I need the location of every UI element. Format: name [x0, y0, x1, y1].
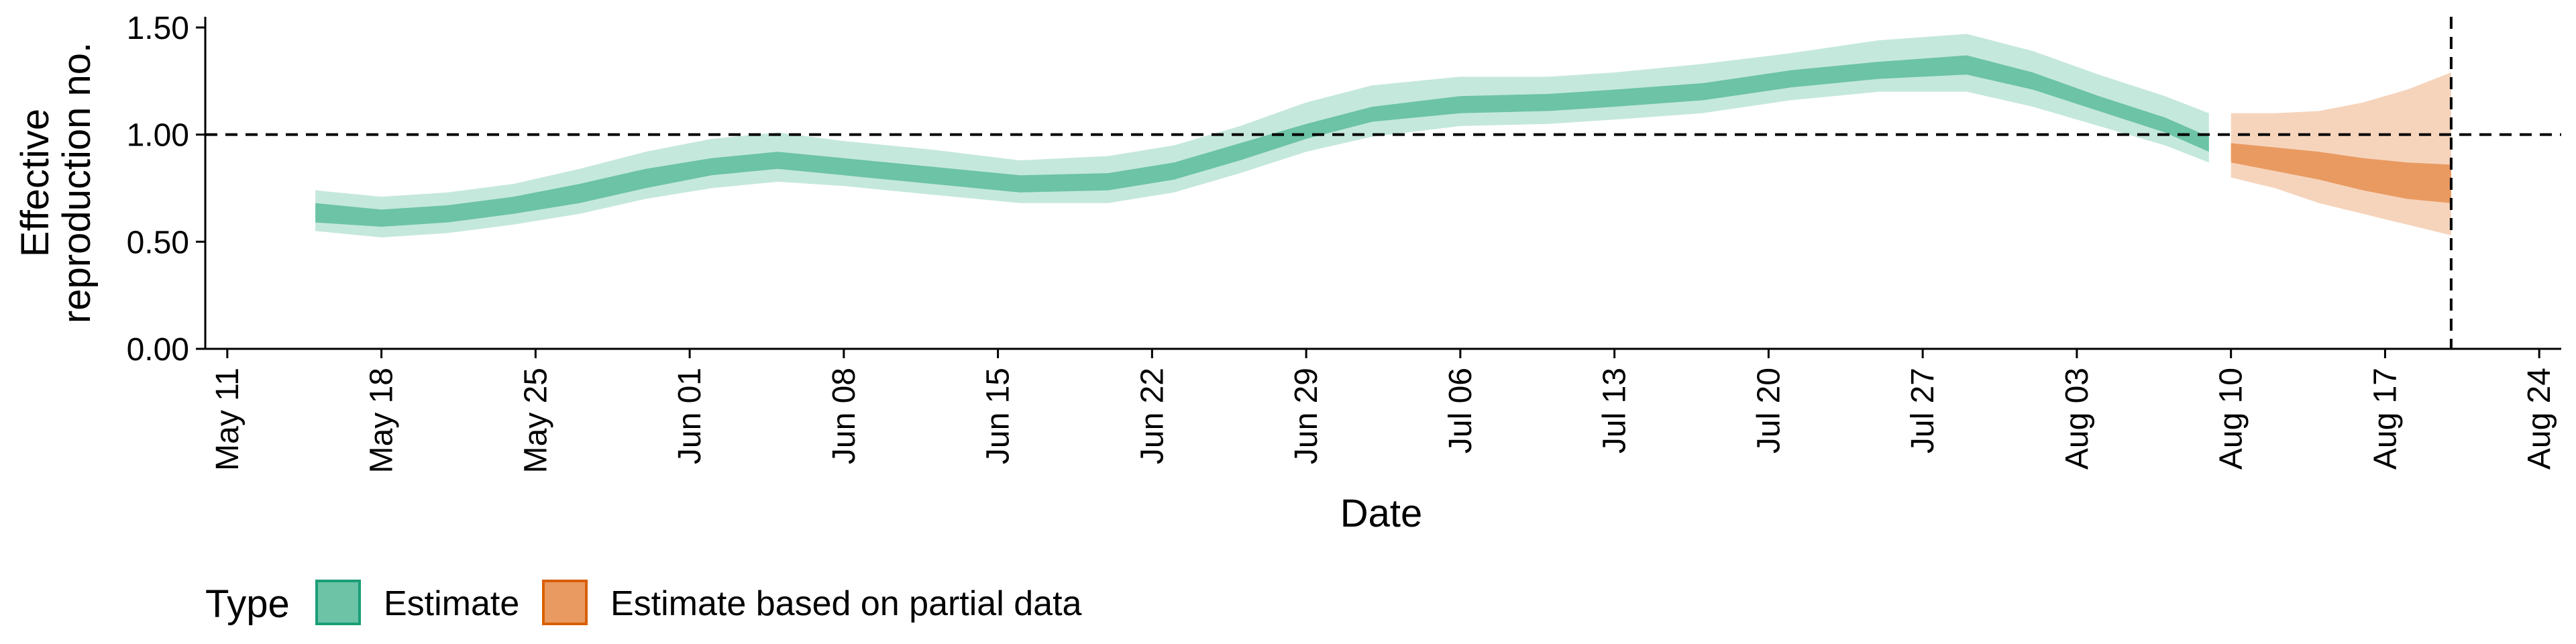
x-tick-label: Jun 08	[826, 368, 862, 464]
y-axis-title-line-2: reproduction no.	[55, 42, 99, 323]
x-tick-label: May 11	[210, 368, 246, 471]
band-50-estimate	[315, 55, 2209, 227]
x-axis-ticks: May 11 May 18 May 25 Jun 01 Jun 08 Jun 15 Jun …	[210, 349, 2557, 473]
x-tick-label: Jul 20	[1751, 368, 1786, 453]
x-tick-label: Jul 27	[1905, 368, 1941, 453]
y-axis-ticks: 0.00 0.50 1.00 1.50	[127, 11, 205, 368]
y-tick-label: 0.00	[127, 332, 189, 368]
x-tick-label: May 25	[518, 368, 553, 473]
y-tick-label: 1.50	[127, 11, 189, 46]
x-tick-label: Aug 03	[2059, 368, 2095, 470]
y-axis-title-line-1: Effective	[13, 109, 57, 257]
x-tick-label: Jun 01	[672, 368, 708, 464]
x-tick-label: Aug 17	[2367, 368, 2403, 470]
x-tick-label: Jun 22	[1134, 368, 1170, 464]
x-tick-label: May 18	[364, 368, 400, 473]
x-tick-label: Jul 06	[1443, 368, 1479, 453]
legend-key-estimate	[315, 580, 361, 625]
x-tick-label: Aug 24	[2522, 368, 2557, 470]
x-tick-label: Jul 13	[1597, 368, 1633, 453]
x-axis-title: Date	[1340, 492, 1423, 535]
legend: Type Estimate Estimate based on partial …	[205, 580, 1082, 626]
y-tick-label: 1.00	[127, 118, 189, 154]
legend-label-estimate: Estimate	[384, 584, 519, 623]
y-tick-label: 0.50	[127, 225, 189, 260]
legend-key-partial	[542, 580, 588, 625]
x-tick-label: Aug 10	[2214, 368, 2249, 470]
x-tick-label: Jun 15	[981, 368, 1016, 464]
band-50-partial	[2231, 143, 2451, 203]
x-tick-label: Jun 29	[1289, 368, 1324, 464]
legend-label-partial: Estimate based on partial data	[610, 584, 1082, 623]
legend-title: Type	[205, 582, 290, 626]
